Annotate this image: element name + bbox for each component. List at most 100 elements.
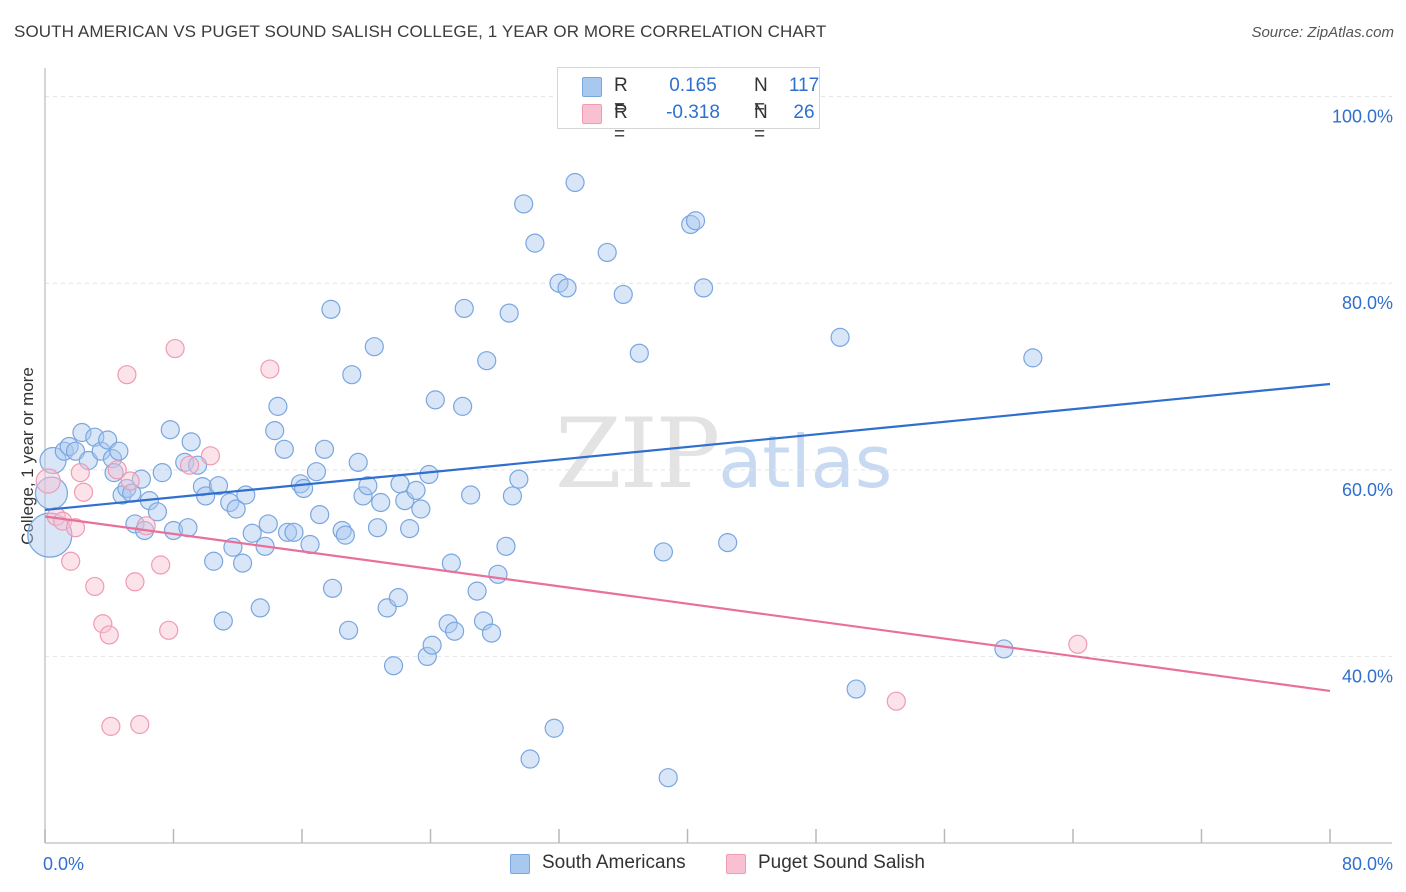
point-south-americans xyxy=(685,211,706,231)
stats-legend: R = 0.165 N = 117 R = -0.318 N = 26 xyxy=(557,67,820,145)
point-south-americans xyxy=(314,439,335,459)
legend-r-label: R = xyxy=(614,102,628,145)
point-south-americans xyxy=(335,525,355,545)
bottom-legend-label: South Americans xyxy=(542,852,686,873)
point-south-americans xyxy=(597,242,617,263)
point-south-americans xyxy=(565,172,585,193)
point-south-americans xyxy=(514,194,534,214)
point-puget-sound-salish xyxy=(125,572,145,592)
y-tick-label: 40.0% xyxy=(1342,666,1393,686)
point-puget-sound-salish xyxy=(179,455,200,475)
point-south-americans xyxy=(102,449,123,469)
x-tick-label: 80.0% xyxy=(1342,854,1393,874)
legend-swatch-blue xyxy=(582,77,602,97)
point-south-americans xyxy=(422,635,442,655)
point-south-americans xyxy=(321,299,341,319)
point-south-americans xyxy=(342,365,362,385)
point-south-americans xyxy=(306,462,327,482)
point-south-americans xyxy=(718,532,738,553)
point-puget-sound-salish xyxy=(70,463,90,483)
point-south-americans xyxy=(383,656,404,676)
point-south-americans xyxy=(277,522,298,542)
point-south-americans xyxy=(467,581,487,601)
y-tick-label: 80.0% xyxy=(1342,293,1393,313)
point-south-americans xyxy=(441,553,461,573)
point-south-americans xyxy=(411,499,431,519)
point-south-americans xyxy=(425,390,445,410)
point-puget-sound-salish xyxy=(73,482,94,502)
x-tick-label: 0.0% xyxy=(43,854,84,874)
point-south-americans xyxy=(208,476,229,496)
point-south-americans xyxy=(358,476,378,496)
point-puget-sound-salish xyxy=(886,691,906,711)
point-south-americans xyxy=(152,463,172,483)
trend-line-puget-sound-salish xyxy=(44,515,1331,693)
point-puget-sound-salish xyxy=(65,518,86,538)
point-south-americans xyxy=(629,343,649,363)
point-south-americans xyxy=(417,646,437,667)
point-puget-sound-salish xyxy=(101,716,121,736)
point-south-americans xyxy=(147,502,168,522)
point-south-americans xyxy=(658,768,678,788)
point-south-americans xyxy=(846,679,866,699)
legend-n-label: N = xyxy=(754,102,768,145)
point-south-americans xyxy=(213,611,233,631)
watermark: ZIPatlas xyxy=(555,398,892,510)
point-south-americans xyxy=(557,278,577,298)
point-puget-sound-salish xyxy=(130,714,150,735)
point-south-americans xyxy=(367,518,388,538)
point-south-americans xyxy=(488,564,508,584)
point-puget-sound-salish xyxy=(61,551,81,571)
point-south-americans xyxy=(72,422,92,443)
chart-title: SOUTH AMERICAN VS PUGET SOUND SALISH COL… xyxy=(14,22,827,41)
bottom-legend-label: Puget Sound Salish xyxy=(758,852,925,873)
watermark-atlas: atlas xyxy=(718,420,893,504)
point-south-americans xyxy=(461,485,481,505)
point-south-americans xyxy=(294,478,314,499)
point-south-americans xyxy=(181,432,201,452)
legend-n-value: 26 xyxy=(793,102,815,123)
y-tick-label: 100.0% xyxy=(1332,107,1393,127)
point-south-americans xyxy=(388,588,408,608)
point-south-americans xyxy=(348,452,368,472)
legend-r-value: 0.165 xyxy=(669,75,717,96)
point-south-americans xyxy=(226,499,246,519)
bottom-legend-swatch-blue xyxy=(510,854,530,874)
point-south-americans xyxy=(613,284,633,305)
point-south-americans xyxy=(477,351,497,371)
point-south-americans xyxy=(419,464,439,485)
point-puget-sound-salish xyxy=(85,576,105,597)
point-south-americans xyxy=(322,578,343,598)
point-south-americans xyxy=(265,421,285,441)
point-south-americans xyxy=(371,492,391,513)
point-puget-sound-salish xyxy=(260,359,280,379)
point-south-americans xyxy=(160,420,180,440)
point-south-americans xyxy=(187,455,208,475)
point-puget-sound-salish xyxy=(1068,634,1088,654)
point-south-americans xyxy=(242,523,262,543)
point-south-americans xyxy=(109,441,129,461)
source-credit: Source: ZipAtlas.com xyxy=(1251,24,1394,41)
bottom-legend-swatch-pink xyxy=(726,854,746,874)
point-south-americans xyxy=(400,519,420,539)
point-south-americans xyxy=(364,337,384,357)
point-south-americans xyxy=(268,396,288,416)
point-south-americans xyxy=(310,505,330,525)
point-south-americans xyxy=(406,480,426,500)
point-south-americans xyxy=(525,233,545,253)
point-puget-sound-salish xyxy=(107,460,127,480)
point-south-americans xyxy=(830,327,850,347)
point-south-americans xyxy=(444,621,465,641)
point-south-americans xyxy=(496,536,516,556)
point-south-americans xyxy=(520,749,540,769)
point-puget-sound-salish xyxy=(159,620,179,640)
watermark-zip: ZIP xyxy=(555,398,720,510)
point-south-americans xyxy=(693,278,714,298)
point-puget-sound-salish xyxy=(35,468,61,494)
point-south-americans xyxy=(353,486,373,506)
point-south-americans xyxy=(509,469,529,489)
point-south-americans xyxy=(499,303,519,323)
point-south-americans xyxy=(454,298,474,319)
point-south-americans xyxy=(250,598,270,618)
point-south-americans xyxy=(390,474,410,494)
